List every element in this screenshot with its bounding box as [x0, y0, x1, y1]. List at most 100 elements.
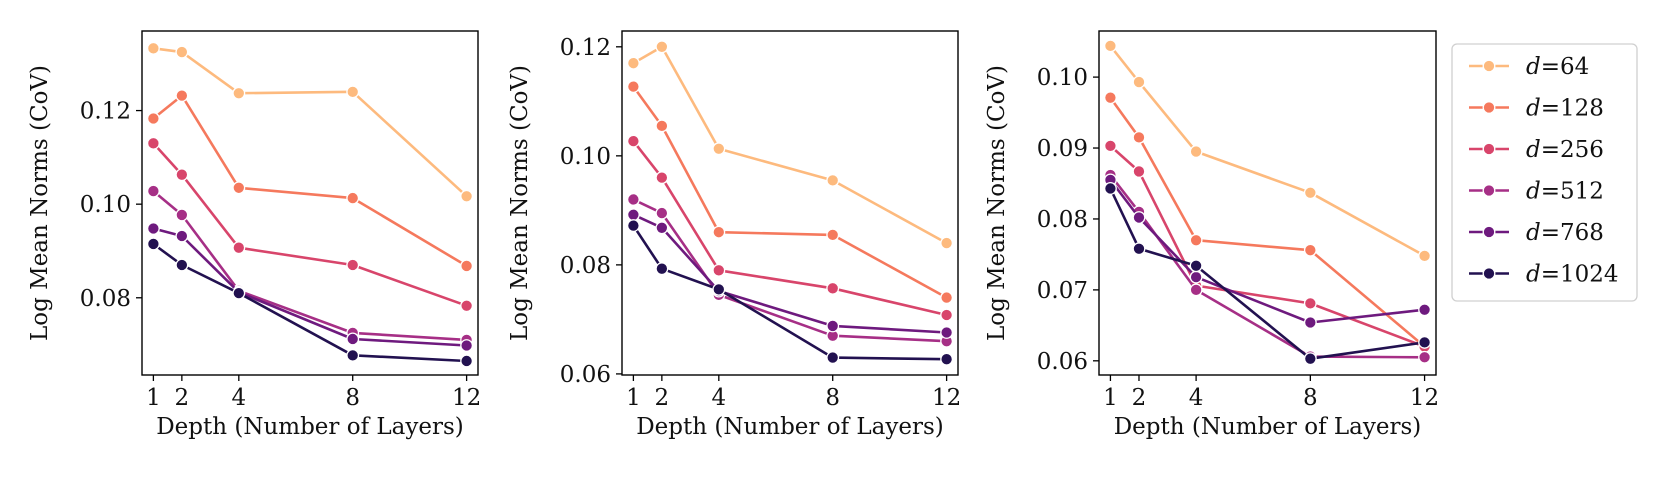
series-line-d=128 [1109, 96, 1426, 348]
legend-value: =256 [1541, 137, 1604, 163]
data-point [940, 236, 954, 250]
data-point [655, 119, 669, 133]
series-line-d=64 [632, 45, 948, 245]
data-point [1189, 233, 1203, 247]
y-tick-label: 0.10 [80, 192, 131, 218]
data-point [1189, 283, 1203, 297]
y-tick-label: 0.08 [560, 253, 611, 279]
data-point [1132, 211, 1146, 224]
legend-entry-label: d=768 [1526, 220, 1604, 246]
data-point [146, 237, 160, 251]
data-point [1303, 296, 1317, 310]
data-point [175, 168, 189, 182]
data-point [175, 229, 189, 243]
legend-variable: d [1526, 262, 1541, 288]
data-point [460, 354, 474, 368]
y-axis-label: Log Mean Norms (CoV) [507, 65, 533, 341]
plot-frame [1098, 30, 1437, 376]
data-point [232, 86, 246, 100]
data-point [1103, 91, 1117, 105]
data-point [232, 181, 246, 195]
data-point [346, 85, 360, 99]
data-point [232, 241, 246, 255]
data-point [940, 352, 954, 366]
data-point [712, 282, 726, 296]
data-point [1418, 249, 1432, 263]
y-tick-label: 0.07 [1037, 278, 1088, 304]
data-point [1189, 259, 1203, 273]
data-point [146, 222, 160, 235]
data-point [826, 228, 840, 242]
x-tick-label: 12 [932, 385, 961, 411]
y-tick-label: 0.08 [80, 286, 131, 312]
legend-entry-label: d=1024 [1526, 262, 1619, 288]
data-point [346, 191, 360, 205]
chart-panel-2: 1 2 4 8 12 0.06 0.08 0.10 0.12 Depth (Number of L… [507, 30, 961, 440]
data-point [460, 339, 474, 352]
y-tick-label: 0.10 [1037, 65, 1088, 91]
series-line-d=256 [152, 142, 468, 307]
legend-swatch-marker [1482, 59, 1496, 73]
legend-entry-label: d=256 [1526, 137, 1604, 163]
x-tick-label: 4 [231, 385, 246, 411]
data-point [146, 112, 160, 125]
legend-swatch-marker [1482, 225, 1496, 239]
legend-variable: d [1526, 137, 1541, 163]
y-tick-label: 0.10 [560, 144, 611, 170]
x-tick-label: 12 [1410, 385, 1439, 411]
series-line-d=512 [152, 190, 467, 342]
legend-value: =512 [1541, 179, 1604, 205]
data-point [1303, 243, 1317, 257]
plot-frame [621, 30, 959, 376]
data-point [1103, 39, 1117, 53]
legend-variable: d [1526, 96, 1541, 122]
data-point [940, 308, 954, 322]
y-axis-label: Log Mean Norms (CoV) [27, 65, 53, 341]
y-tick-label: 0.12 [560, 35, 611, 61]
x-tick-label: 2 [655, 385, 670, 411]
data-point [1132, 242, 1146, 256]
data-point [626, 80, 640, 94]
legend-variable: d [1526, 220, 1541, 246]
x-tick-label: 2 [1132, 385, 1147, 411]
x-tick-label: 1 [626, 385, 641, 411]
x-tick-label: 1 [146, 385, 161, 411]
data-point [626, 134, 640, 148]
data-point [826, 319, 840, 333]
series-line-d=256 [632, 140, 947, 317]
data-point [655, 40, 669, 54]
data-point [940, 291, 954, 305]
data-point [1303, 186, 1317, 200]
data-point [712, 225, 726, 239]
data-point [655, 171, 669, 185]
data-point [1418, 350, 1432, 364]
data-point [346, 348, 360, 362]
x-tick-label: 2 [175, 385, 190, 411]
data-point [1418, 335, 1432, 349]
legend-swatch-marker [1482, 267, 1496, 280]
chart-panel-3: 1 2 4 8 12 0.06 0.07 0.08 0.09 0.10 Depth (Number … [984, 30, 1439, 440]
series-line-d=768 [632, 213, 947, 334]
y-tick-label: 0.09 [1037, 136, 1088, 162]
data-point [626, 208, 640, 222]
series-line-d=768 [1109, 179, 1425, 324]
data-point [712, 142, 726, 156]
chart-panel-1: 1 2 4 8 12 0.08 0.10 0.12 Depth (Number of Layer… [27, 30, 481, 440]
y-tick-label: 0.06 [560, 362, 611, 388]
legend-swatch-marker [1482, 101, 1496, 114]
legend-value: =1024 [1541, 262, 1619, 288]
legend-entry-label: d=64 [1526, 54, 1589, 80]
data-point [655, 221, 669, 235]
x-axis-label: Depth (Number of Layers) [1114, 414, 1422, 440]
data-point [826, 281, 840, 295]
y-tick-label: 0.08 [1037, 207, 1088, 233]
x-axis-label: Depth (Number of Layers) [156, 414, 464, 440]
data-point [175, 258, 189, 272]
legend-value: =128 [1541, 96, 1604, 122]
data-point [626, 56, 640, 70]
legend-entry-label: d=128 [1526, 96, 1604, 122]
data-point [1132, 130, 1146, 144]
legend-variable: d [1526, 179, 1541, 205]
series-line-d=64 [153, 47, 468, 198]
